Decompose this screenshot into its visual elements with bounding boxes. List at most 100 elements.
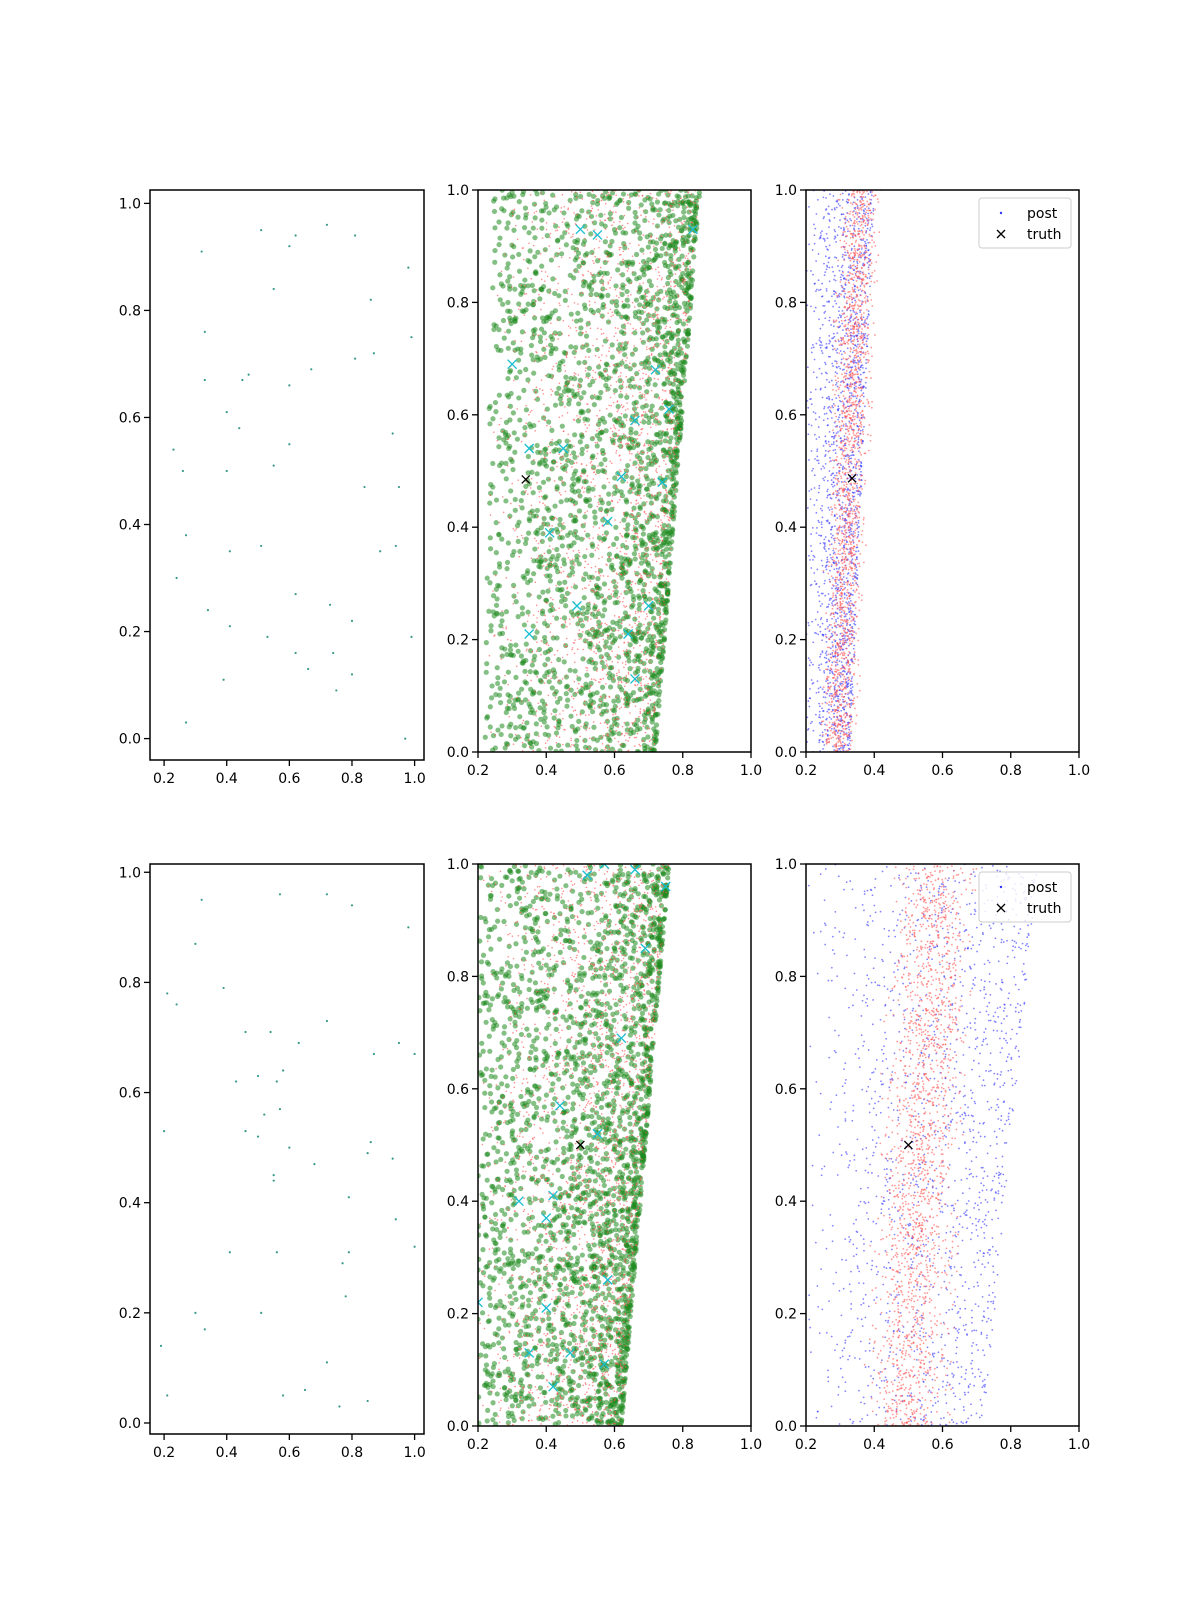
cyan-cross-marker [558,443,569,454]
red-sample-point [588,601,591,604]
red-sample-point [546,275,549,278]
red-sample-point [684,357,687,359]
red-sample-point [599,312,601,315]
red-sample-point [564,490,567,493]
red-sample-point [682,261,685,264]
green-sample-point [533,740,540,747]
green-sample-point [534,629,540,635]
red-sample-point [666,566,668,569]
red-sample-point [532,244,535,247]
blue-post-point [866,295,869,298]
red-sample-point [572,697,575,700]
red-sample-point [573,462,576,465]
red-sample-point [626,732,629,735]
red-sample-point [611,500,614,502]
red-sample-point [652,197,654,199]
red-sample-point [642,377,644,380]
red-sample-point [648,220,650,223]
green-sample-point [507,652,514,658]
red-sample-point [646,575,648,577]
green-sample-point [537,677,543,683]
red-sample-point [647,331,649,333]
red-sample-point [640,362,643,365]
red-sample-point [656,346,659,349]
cyan-cross-marker [507,359,518,370]
green-sample-point [534,507,540,514]
red-sample-point [596,338,598,340]
green-sample-point [611,227,618,233]
blue-post-point [826,606,828,609]
green-sample-point [492,247,498,254]
green-sample-point [624,288,630,295]
red-sample-point [583,491,585,493]
green-sample-point [604,362,610,368]
red-sample-point [658,684,660,687]
red-sample-point [571,706,574,708]
red-sample-point [635,444,638,446]
red-sample-point [604,622,607,625]
red-sample-point [577,388,580,391]
red-sample-point [539,252,542,255]
red-sample-point [659,562,662,565]
blue-post-point [835,582,838,585]
green-sample-point [574,737,580,744]
red-sample-point [661,521,663,524]
green-sample-point [645,244,651,250]
red-sample-point [617,646,620,648]
red-sample-point [625,375,627,378]
green-sample-point [583,681,589,687]
green-sample-point [683,190,689,194]
red-sample-point [646,632,649,634]
red-sample-point [594,234,597,236]
red-sample-point [627,589,630,591]
red-sample-point [511,457,513,460]
red-sample-point [604,202,607,205]
red-sample-point [645,687,648,690]
green-sample-point [539,190,546,196]
red-sample-point [525,293,528,295]
red-sample-point [592,627,594,629]
green-sample-point [657,352,663,358]
red-sample-point [599,722,602,724]
x-tick-label: 0.4 [535,763,557,779]
green-sample-point [624,394,630,400]
green-sample-point [589,394,595,400]
red-sample-point [653,377,656,380]
red-sample-point [612,435,615,437]
green-sample-point [544,670,550,676]
red-sample-point [684,280,686,283]
green-sample-point [674,313,680,319]
blue-post-point [840,381,842,383]
red-sample-point [654,499,656,501]
green-sample-point [649,672,655,678]
blue-post-point [851,558,854,561]
red-sample-point [511,482,513,485]
blue-post-point [836,663,839,666]
y-tick-label: 0.0 [119,732,141,748]
red-sample-point [663,511,665,514]
red-sample-point [591,464,593,466]
red-sample-point [606,478,609,480]
red-sample-point [601,192,603,195]
green-sample-point [585,372,591,378]
red-sample-point [498,521,501,524]
red-sample-point [670,204,673,207]
green-sample-point [551,448,557,454]
sample-dot [228,550,231,553]
red-sample-point [626,342,628,345]
red-sample-point [608,253,611,256]
blue-post-point [832,305,834,308]
red-sample-point [592,282,595,285]
green-sample-point [516,301,522,307]
red-sample-point [543,682,546,684]
green-sample-point [651,539,657,545]
green-sample-point [582,223,588,229]
red-sample-point [656,226,659,228]
green-sample-point [505,540,511,546]
red-sample-point [519,305,521,308]
red-sample-point [660,235,663,238]
green-sample-point [515,697,521,703]
red-sample-point [632,666,634,669]
green-sample-point [510,254,516,260]
green-sample-point [643,209,649,215]
